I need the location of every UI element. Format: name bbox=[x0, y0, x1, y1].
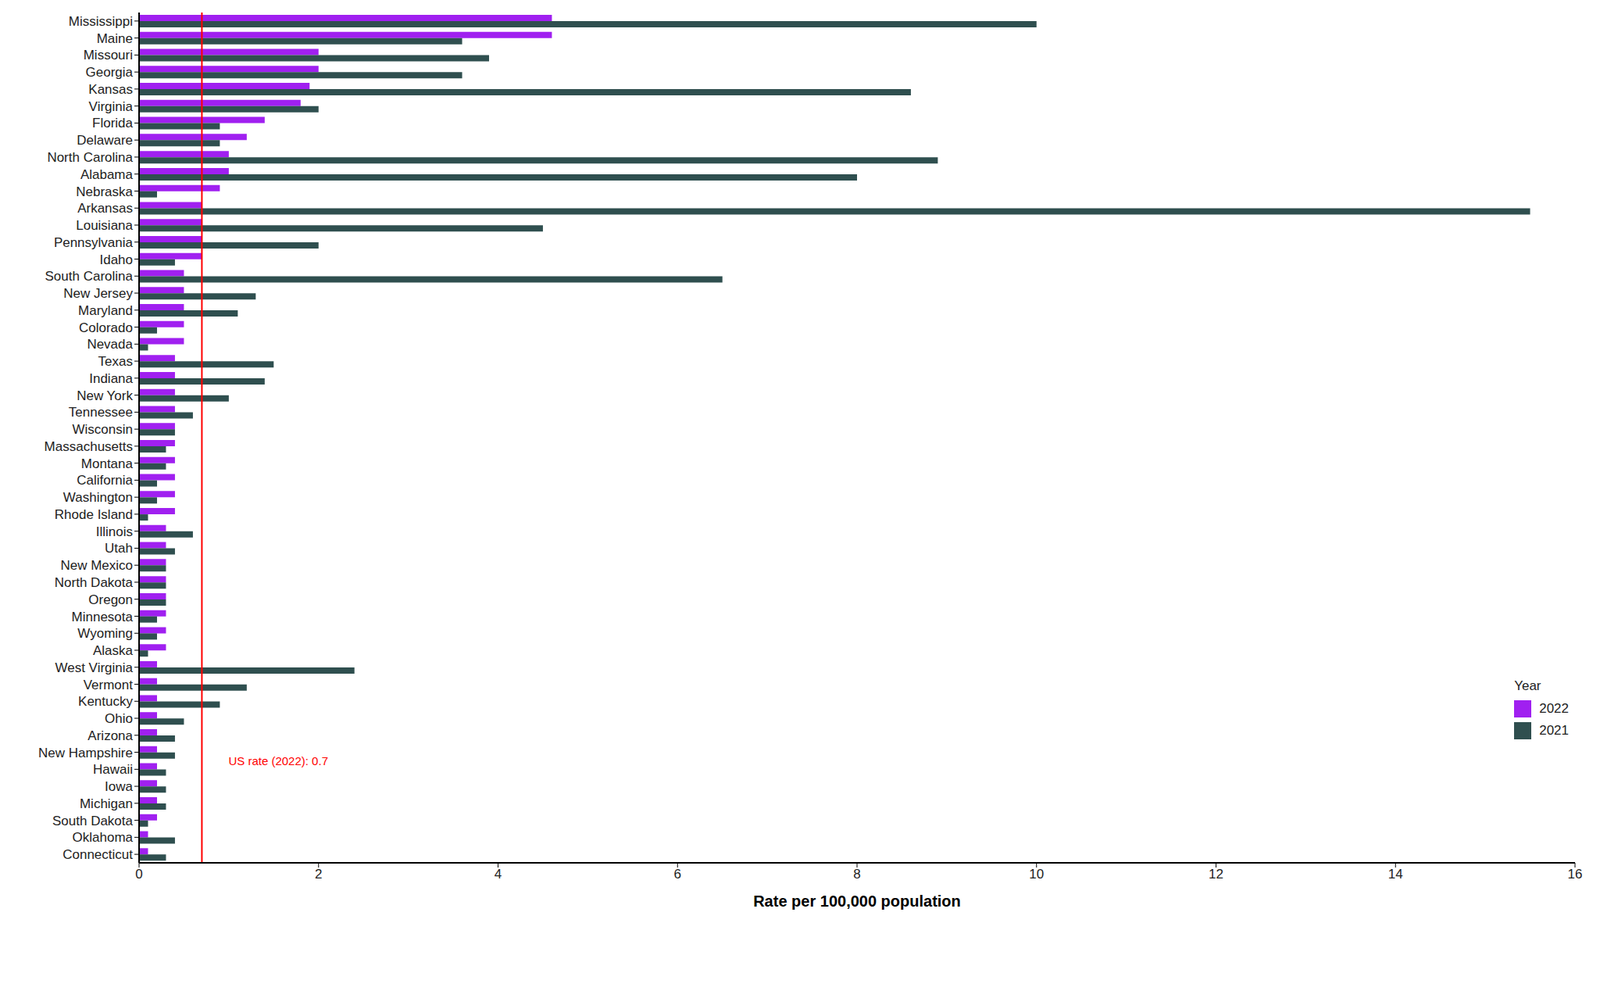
svg-text:8: 8 bbox=[853, 866, 861, 882]
svg-text:Colorado: Colorado bbox=[78, 320, 133, 336]
svg-text:Minnesota: Minnesota bbox=[71, 609, 134, 625]
svg-text:Wyoming: Wyoming bbox=[77, 625, 133, 641]
svg-text:West Virginia: West Virginia bbox=[54, 660, 133, 675]
svg-text:South Dakota: South Dakota bbox=[52, 813, 134, 829]
svg-text:Iowa: Iowa bbox=[104, 778, 133, 794]
svg-text:Florida: Florida bbox=[92, 115, 134, 131]
html-text:2021: 2021 bbox=[1539, 722, 1569, 738]
svg-text:Arizona: Arizona bbox=[87, 728, 133, 743]
svg-text:Rhode Island: Rhode Island bbox=[54, 507, 133, 522]
svg-text:0: 0 bbox=[135, 866, 143, 882]
svg-text:Idaho: Idaho bbox=[99, 252, 133, 268]
svg-text:Washington: Washington bbox=[63, 489, 133, 505]
svg-text:Kentucky: Kentucky bbox=[78, 693, 133, 709]
svg-text:Nebraska: Nebraska bbox=[75, 184, 133, 200]
svg-text:South Carolina: South Carolina bbox=[45, 268, 134, 284]
svg-text:North Dakota: North Dakota bbox=[54, 575, 134, 590]
svg-text:Oklahoma: Oklahoma bbox=[72, 829, 134, 845]
svg-text:2: 2 bbox=[314, 866, 322, 882]
svg-text:Alaska: Alaska bbox=[92, 642, 134, 658]
svg-text:Maine: Maine bbox=[96, 31, 133, 47]
svg-text:Tennessee: Tennessee bbox=[68, 404, 133, 420]
svg-text:Maryland: Maryland bbox=[78, 303, 133, 318]
svg-text:Rate per 100,000 population: Rate per 100,000 population bbox=[753, 892, 961, 910]
svg-text:Michigan: Michigan bbox=[79, 796, 133, 811]
svg-text:Wisconsin: Wisconsin bbox=[72, 421, 133, 437]
svg-text:New York: New York bbox=[76, 388, 133, 404]
svg-text:Oregon: Oregon bbox=[88, 592, 133, 608]
svg-text:New Hampshire: New Hampshire bbox=[38, 745, 133, 761]
svg-text:Arkansas: Arkansas bbox=[77, 200, 133, 216]
svg-text:Alabama: Alabama bbox=[80, 167, 134, 183]
svg-text:US rate (2022): 0.7: US rate (2022): 0.7 bbox=[228, 753, 329, 768]
svg-text:Pennsylvania: Pennsylvania bbox=[53, 235, 134, 250]
svg-text:Utah: Utah bbox=[104, 540, 133, 556]
html-text:2022: 2022 bbox=[1539, 700, 1569, 716]
svg-text:Montana: Montana bbox=[81, 456, 134, 472]
svg-text:Massachusetts: Massachusetts bbox=[44, 439, 133, 454]
svg-text:Hawaii: Hawaii bbox=[92, 761, 133, 777]
svg-text:Virginia: Virginia bbox=[89, 99, 134, 115]
svg-text:6: 6 bbox=[674, 866, 682, 882]
svg-text:Vermont: Vermont bbox=[83, 677, 134, 693]
svg-text:12: 12 bbox=[1208, 866, 1224, 882]
svg-text:4: 4 bbox=[494, 866, 502, 882]
svg-text:New Mexico: New Mexico bbox=[60, 557, 133, 573]
svg-text:New Jersey: New Jersey bbox=[63, 285, 133, 301]
svg-text:Illinois: Illinois bbox=[96, 524, 133, 540]
svg-text:Delaware: Delaware bbox=[76, 132, 133, 148]
svg-text:Louisiana: Louisiana bbox=[75, 217, 133, 233]
svg-text:14: 14 bbox=[1388, 866, 1404, 882]
svg-text:Nevada: Nevada bbox=[86, 336, 133, 352]
svg-text:10: 10 bbox=[1028, 866, 1044, 882]
svg-text:Indiana: Indiana bbox=[89, 371, 133, 386]
svg-text:California: California bbox=[76, 472, 133, 488]
svg-text:Georgia: Georgia bbox=[85, 64, 134, 80]
svg-text:Missouri: Missouri bbox=[83, 47, 133, 63]
svg-text:Kansas: Kansas bbox=[88, 82, 133, 97]
svg-text:Texas: Texas bbox=[98, 353, 133, 369]
svg-text:16: 16 bbox=[1567, 866, 1583, 882]
svg-text:Ohio: Ohio bbox=[104, 710, 133, 726]
svg-text:Mississippi: Mississippi bbox=[68, 14, 133, 29]
html-text:Year: Year bbox=[1514, 678, 1542, 693]
svg-text:Connecticut: Connecticut bbox=[62, 846, 133, 862]
svg-text:North Carolina: North Carolina bbox=[46, 150, 133, 165]
